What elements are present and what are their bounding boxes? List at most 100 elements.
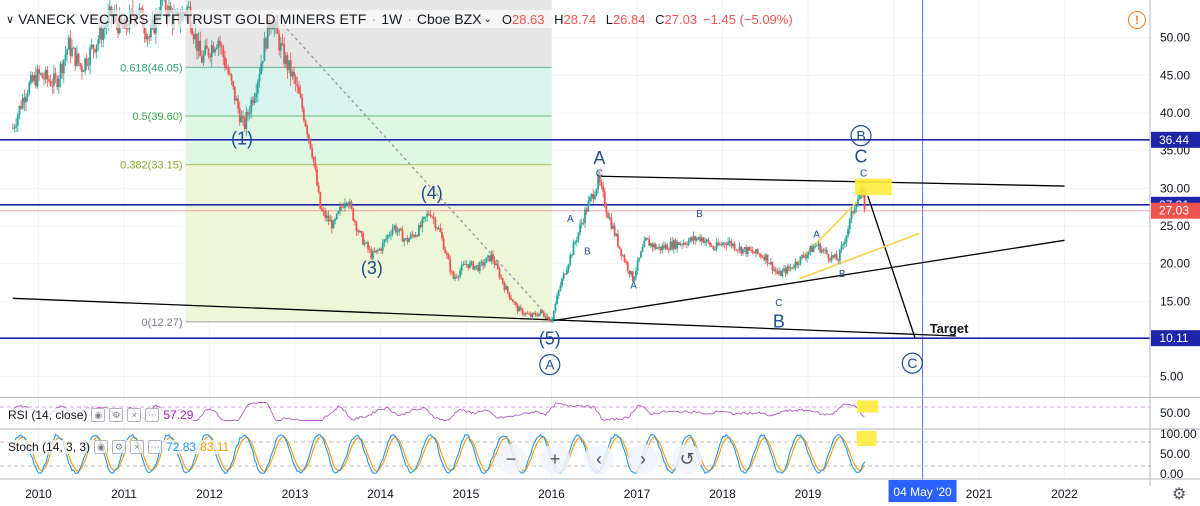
- time-tick-label: 2010: [25, 487, 52, 501]
- fib-level-label: 0.382(33.15): [120, 160, 182, 172]
- candle-body: [304, 120, 307, 126]
- candle-body: [602, 185, 605, 192]
- candle-body: [67, 37, 70, 50]
- price-tick-label: 25.00: [1160, 219, 1190, 233]
- candle-body: [817, 243, 820, 246]
- candle-body: [459, 270, 461, 277]
- candle-body: [796, 261, 799, 265]
- candle-body: [28, 82, 31, 94]
- zoom-in-button[interactable]: +: [540, 444, 570, 474]
- candle-body: [15, 125, 18, 128]
- candle-body: [480, 261, 483, 263]
- scroll-right-button[interactable]: ›: [628, 444, 658, 474]
- candle-body: [61, 63, 64, 74]
- candle-body: [92, 44, 95, 50]
- rsi-legend[interactable]: RSI (14, close) ◉ ⚙ × ⋯ 57.29: [8, 408, 194, 422]
- candle-body: [857, 199, 859, 207]
- candle-body: [243, 118, 246, 129]
- candle-body: [57, 78, 60, 87]
- interval-label[interactable]: 1W: [381, 11, 403, 27]
- candle-body: [791, 267, 794, 269]
- candle-body: [13, 127, 16, 129]
- eye-icon[interactable]: ◉: [91, 408, 106, 422]
- symbol-dropdown-icon[interactable]: ∨: [6, 13, 15, 26]
- scroll-left-button[interactable]: ‹: [584, 444, 614, 474]
- candle-body: [288, 60, 290, 70]
- candle-body: [730, 240, 733, 246]
- candle-body: [337, 211, 340, 214]
- candle-body: [350, 201, 353, 209]
- zoom-out-button[interactable]: −: [496, 444, 526, 474]
- candle-body: [79, 63, 82, 67]
- candle-body: [26, 93, 29, 97]
- candle-body: [89, 47, 92, 65]
- wave-label: (5): [539, 328, 561, 348]
- candle-body: [334, 219, 337, 221]
- candle-body: [424, 216, 427, 218]
- candle-body: [169, 6, 172, 13]
- wave-circle: [901, 352, 923, 374]
- stoch-k-value: 72.83: [166, 440, 197, 454]
- candle-body: [312, 156, 315, 163]
- candle-body: [127, 28, 129, 30]
- candle-body: [669, 241, 672, 250]
- candle-body: [625, 261, 628, 263]
- candle-body: [732, 243, 734, 246]
- wave-label: A: [593, 148, 605, 168]
- candle-body: [526, 313, 529, 314]
- candle-body: [825, 249, 828, 254]
- gear-icon[interactable]: ⚙: [112, 440, 127, 454]
- candle-body: [487, 255, 489, 258]
- more-icon[interactable]: ⋯: [145, 408, 160, 422]
- candle-body: [715, 242, 718, 250]
- wave-circle: [539, 354, 561, 376]
- candle-body: [722, 242, 725, 245]
- reset-chart-button[interactable]: ↺: [672, 444, 702, 474]
- candle-body: [766, 254, 769, 264]
- candle-body: [260, 63, 263, 75]
- candle-body: [684, 242, 687, 245]
- candle-body: [710, 245, 713, 247]
- close-icon[interactable]: ×: [130, 440, 145, 454]
- wave-label: B: [773, 312, 785, 332]
- candle-body: [855, 206, 858, 209]
- candle-body: [593, 195, 596, 200]
- candle-body: [159, 0, 162, 18]
- candle-body: [822, 249, 825, 251]
- price-axis: 5.0010.0015.0020.0025.0030.0035.0040.004…: [1149, 0, 1200, 486]
- price-level-tag-label: 36.44: [1159, 133, 1189, 147]
- candle-body: [554, 303, 557, 311]
- candle-body: [248, 112, 251, 115]
- gear-icon[interactable]: ⚙: [109, 408, 124, 422]
- price-level-tag: [1151, 131, 1200, 148]
- candle-body: [617, 233, 619, 247]
- more-icon[interactable]: ⋯: [148, 440, 163, 454]
- candle-body: [779, 270, 782, 276]
- candle-body: [607, 213, 609, 219]
- candle-body: [418, 225, 420, 237]
- candle-body: [291, 71, 294, 77]
- candle-body: [396, 231, 399, 233]
- symbol-name[interactable]: VANECK VECTORS ETF TRUST GOLD MINERS ETF: [18, 11, 367, 27]
- eye-icon[interactable]: ◉: [94, 440, 109, 454]
- candle-body: [214, 49, 216, 53]
- exchange-label[interactable]: Cboe BZX: [416, 11, 482, 27]
- candle-body: [508, 292, 511, 298]
- candle-body: [815, 245, 818, 247]
- candle-body: [409, 234, 412, 239]
- exchange-chevron-down-icon[interactable]: ⌄: [483, 13, 492, 25]
- candle-body: [590, 194, 593, 198]
- candle-body: [442, 238, 445, 250]
- close-icon[interactable]: ×: [127, 408, 142, 422]
- candle-body: [48, 79, 50, 81]
- stoch-legend[interactable]: Stoch (14, 3, 3) ◉ ⚙ × ⋯ 72.83 83.11: [8, 440, 230, 454]
- candle-body: [723, 242, 726, 245]
- candle-body: [814, 246, 817, 248]
- candle-body: [386, 235, 389, 239]
- alert-icon[interactable]: !: [1128, 11, 1146, 29]
- settings-gear-icon[interactable]: ⚙: [1172, 486, 1187, 503]
- candle-body: [455, 276, 458, 278]
- candle-body: [753, 252, 756, 254]
